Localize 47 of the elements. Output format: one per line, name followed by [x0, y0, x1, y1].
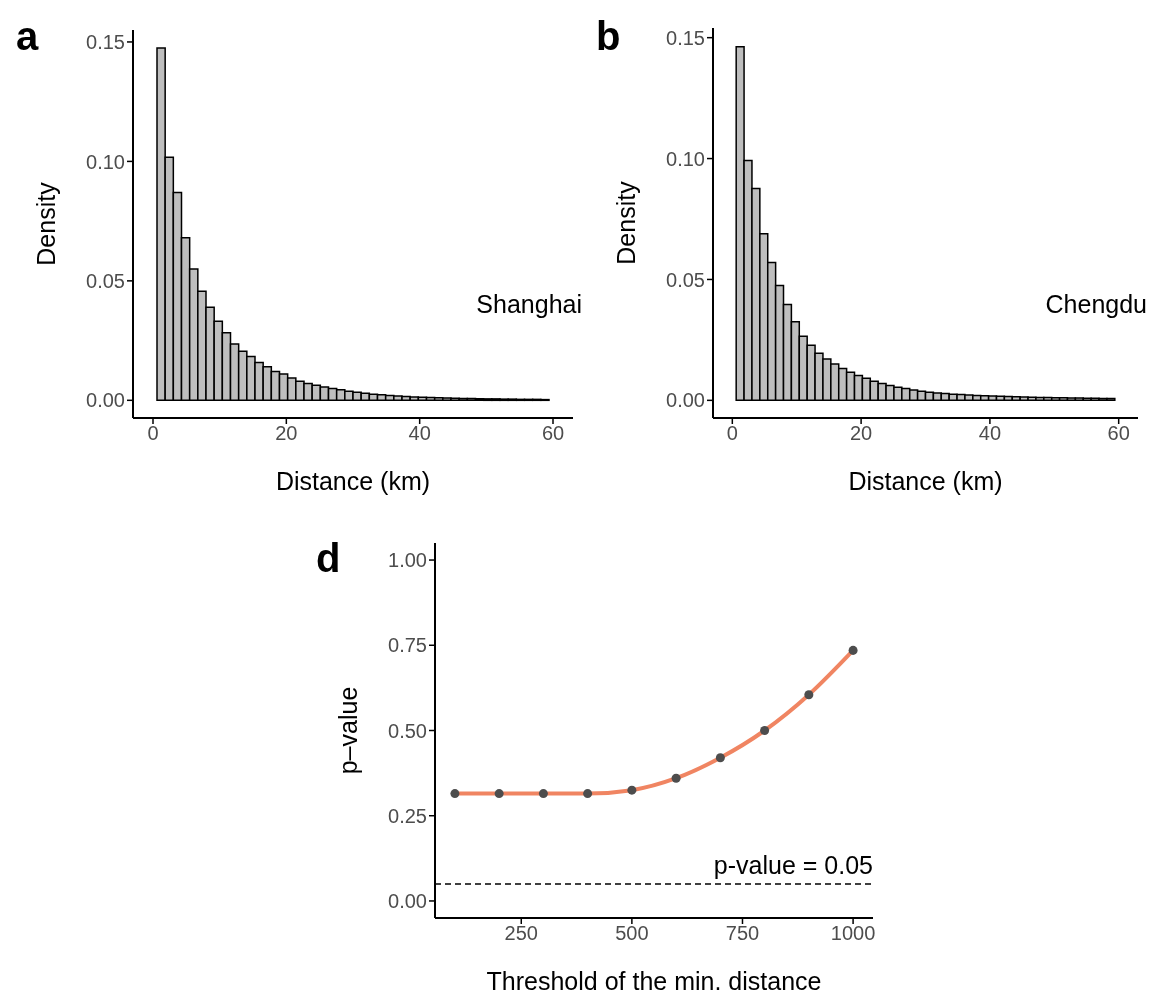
y-tick-label: 0.10 — [666, 147, 705, 170]
x-tick-label: 500 — [615, 922, 649, 945]
x-axis-title: Distance (km) — [275, 467, 431, 495]
y-tick-label: 0.05 — [86, 269, 125, 292]
y-tick-label: 0.75 — [388, 634, 427, 657]
x-axis-title: Threshold of the min. distance — [486, 967, 822, 995]
y-axis-title: p–value — [333, 686, 362, 775]
point — [804, 690, 814, 700]
x-tick-label: 0 — [726, 422, 738, 445]
point — [538, 789, 548, 799]
y-tick-label: 0.50 — [388, 719, 427, 742]
x-tick-label: 40 — [408, 422, 431, 445]
x-tick-label: 0 — [147, 422, 159, 445]
point — [671, 773, 681, 783]
y-tick-label: 0.15 — [666, 26, 705, 49]
y-tick-label: 0.25 — [388, 804, 427, 827]
point — [715, 753, 725, 763]
x-tick-label: 60 — [1107, 422, 1130, 445]
chart-title: a — [16, 14, 39, 59]
x-tick-label: 250 — [504, 922, 538, 945]
x-tick-label: 40 — [978, 422, 1002, 445]
y-tick-label: 0.15 — [86, 31, 125, 54]
annotation: Chengdu — [1045, 290, 1147, 319]
y-axis-title: Density — [31, 181, 60, 266]
y-tick-label: 0.05 — [666, 268, 705, 291]
y-axis-title: Density — [611, 180, 640, 265]
point — [627, 785, 637, 795]
y-tick-label: 0.00 — [388, 890, 427, 913]
point — [760, 725, 770, 736]
x-tick-label: 1000 — [830, 922, 876, 945]
x-tick-label: 750 — [725, 922, 760, 945]
point — [583, 789, 593, 799]
point — [848, 645, 858, 655]
y-tick-label: 0.00 — [666, 389, 705, 412]
y-tick-label: 1.00 — [388, 549, 427, 572]
x-tick-label: 60 — [541, 422, 565, 445]
point — [450, 789, 460, 799]
annotation: Shanghai — [476, 290, 582, 319]
x-tick-label: 20 — [275, 422, 298, 445]
x-tick-label: 20 — [849, 422, 873, 445]
point — [494, 789, 504, 799]
x-axis-title: Distance (km) — [848, 467, 1003, 495]
y-tick-label: 0.10 — [86, 150, 125, 173]
ref-line-label: p-value = 0.05 — [713, 850, 873, 879]
chart-title: d — [316, 536, 341, 581]
y-tick-label: 0.00 — [86, 389, 125, 412]
chart-title: b — [596, 14, 621, 59]
